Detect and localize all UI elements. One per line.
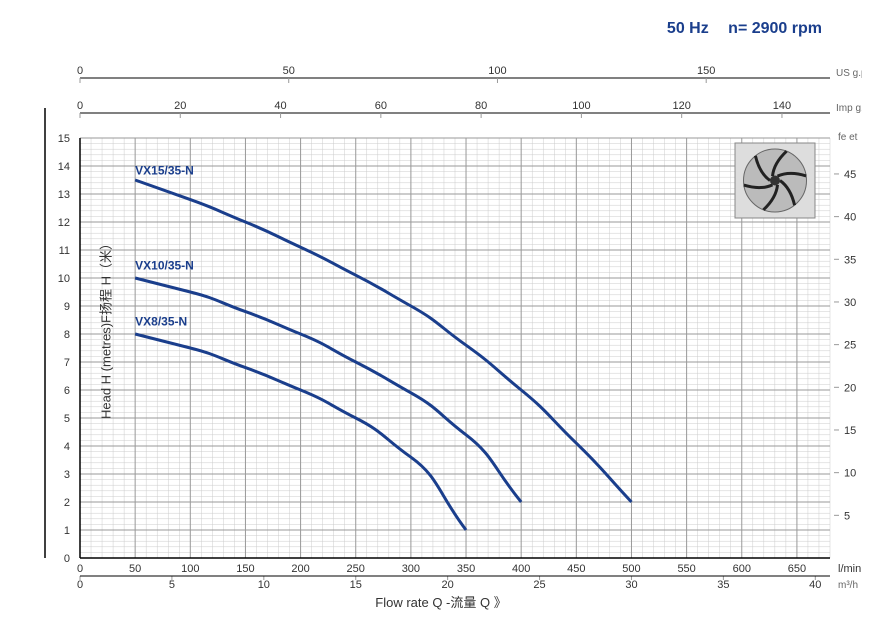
svg-text:2: 2 xyxy=(64,497,70,509)
svg-text:35: 35 xyxy=(844,254,856,266)
freq-label: 50 Hz xyxy=(667,20,709,37)
svg-text:0: 0 xyxy=(64,553,70,565)
svg-text:35: 35 xyxy=(717,579,729,588)
svg-text:60: 60 xyxy=(375,100,387,112)
svg-text:15: 15 xyxy=(58,133,70,145)
svg-text:40: 40 xyxy=(844,212,856,224)
svg-text:50: 50 xyxy=(283,65,295,77)
svg-text:12: 12 xyxy=(58,217,70,229)
svg-text:7: 7 xyxy=(64,357,70,369)
svg-text:50: 50 xyxy=(129,563,141,575)
svg-text:400: 400 xyxy=(512,563,530,575)
svg-text:8: 8 xyxy=(64,329,70,341)
svg-text:6: 6 xyxy=(64,385,70,397)
chart-svg: 050100150200250300350400450500550600650l… xyxy=(20,48,862,588)
svg-text:20: 20 xyxy=(442,579,454,588)
rpm-label: n= 2900 rpm xyxy=(728,20,822,37)
x-axis-label: Flow rate Q -流量 Q 》 xyxy=(20,592,862,611)
svg-text:120: 120 xyxy=(672,100,690,112)
svg-text:10: 10 xyxy=(844,468,856,480)
svg-text:550: 550 xyxy=(677,563,695,575)
svg-text:m³/h: m³/h xyxy=(838,580,858,588)
svg-text:30: 30 xyxy=(844,297,856,309)
svg-text:l/min: l/min xyxy=(838,563,861,575)
svg-text:4: 4 xyxy=(64,441,70,453)
chart-header: 50 Hz n= 2900 rpm xyxy=(20,20,862,38)
svg-text:10: 10 xyxy=(58,273,70,285)
svg-text:5: 5 xyxy=(844,510,850,522)
svg-text:VX15/35-N: VX15/35-N xyxy=(135,163,194,177)
svg-text:600: 600 xyxy=(733,563,751,575)
svg-text:25: 25 xyxy=(844,340,856,352)
svg-text:30: 30 xyxy=(625,579,637,588)
svg-text:1: 1 xyxy=(64,525,70,537)
svg-text:US g.p.m.: US g.p.m. xyxy=(836,68,862,79)
svg-text:100: 100 xyxy=(181,563,199,575)
svg-text:5: 5 xyxy=(169,579,175,588)
svg-text:20: 20 xyxy=(844,382,856,394)
svg-text:150: 150 xyxy=(697,65,715,77)
svg-text:650: 650 xyxy=(788,563,806,575)
svg-text:25: 25 xyxy=(533,579,545,588)
svg-text:fe et: fe et xyxy=(838,132,858,143)
svg-text:0: 0 xyxy=(77,579,83,588)
svg-text:350: 350 xyxy=(457,563,475,575)
svg-text:200: 200 xyxy=(291,563,309,575)
svg-text:9: 9 xyxy=(64,301,70,313)
svg-text:11: 11 xyxy=(59,245,70,257)
svg-text:300: 300 xyxy=(402,563,420,575)
svg-text:140: 140 xyxy=(773,100,791,112)
svg-text:14: 14 xyxy=(58,161,70,173)
svg-text:Imp g.p.m.: Imp g.p.m. xyxy=(836,103,862,114)
svg-text:250: 250 xyxy=(347,563,365,575)
pump-curve-chart: Head H (metres)F扬程 H（米） 0501001502002503… xyxy=(20,48,862,608)
svg-text:3: 3 xyxy=(64,469,70,481)
svg-text:VX8/35-N: VX8/35-N xyxy=(135,315,187,329)
svg-text:500: 500 xyxy=(622,563,640,575)
svg-text:20: 20 xyxy=(174,100,186,112)
svg-text:15: 15 xyxy=(844,425,856,437)
svg-text:40: 40 xyxy=(809,579,821,588)
svg-text:VX10/35-N: VX10/35-N xyxy=(135,259,194,273)
svg-text:0: 0 xyxy=(77,563,83,575)
svg-text:40: 40 xyxy=(274,100,286,112)
svg-text:15: 15 xyxy=(350,579,362,588)
svg-text:45: 45 xyxy=(844,169,856,181)
svg-text:5: 5 xyxy=(64,413,70,425)
svg-text:100: 100 xyxy=(488,65,506,77)
svg-text:450: 450 xyxy=(567,563,585,575)
svg-text:13: 13 xyxy=(58,189,70,201)
svg-text:80: 80 xyxy=(475,100,487,112)
svg-text:10: 10 xyxy=(258,579,270,588)
svg-text:100: 100 xyxy=(572,100,590,112)
svg-text:0: 0 xyxy=(77,65,83,77)
svg-text:0: 0 xyxy=(77,100,83,112)
y-axis-label: Head H (metres)F扬程 H（米） xyxy=(96,237,115,419)
svg-text:150: 150 xyxy=(236,563,254,575)
